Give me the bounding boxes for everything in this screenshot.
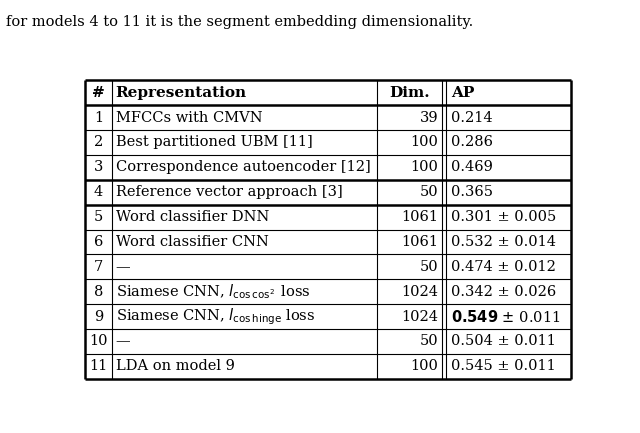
Text: 0.504 ± 0.011: 0.504 ± 0.011 (451, 334, 556, 349)
Text: 0.469: 0.469 (451, 160, 493, 174)
Text: Siamese CNN, $l_{\cos\cos^2}$ loss: Siamese CNN, $l_{\cos\cos^2}$ loss (116, 282, 310, 301)
Text: 39: 39 (420, 110, 438, 125)
Text: 0.365: 0.365 (451, 185, 493, 199)
Text: 1061: 1061 (401, 210, 438, 224)
Text: —: — (116, 334, 131, 349)
Text: 6: 6 (93, 235, 103, 249)
Text: 1: 1 (94, 110, 103, 125)
Text: 100: 100 (410, 160, 438, 174)
Text: 100: 100 (410, 136, 438, 149)
Text: 50: 50 (420, 185, 438, 199)
Text: Word classifier DNN: Word classifier DNN (116, 210, 269, 224)
Text: 1024: 1024 (401, 284, 438, 299)
Text: Best partitioned UBM [11]: Best partitioned UBM [11] (116, 136, 312, 149)
Text: 0.474 ± 0.012: 0.474 ± 0.012 (451, 260, 556, 274)
Text: 0.214: 0.214 (451, 110, 492, 125)
Text: —: — (116, 260, 131, 274)
Text: Correspondence autoencoder [12]: Correspondence autoencoder [12] (116, 160, 371, 174)
Text: 8: 8 (93, 284, 103, 299)
Text: Representation: Representation (116, 86, 247, 100)
Text: 10: 10 (89, 334, 108, 349)
Text: Word classifier CNN: Word classifier CNN (116, 235, 269, 249)
Text: 4: 4 (93, 185, 103, 199)
Text: 2: 2 (93, 136, 103, 149)
Text: 0.532 ± 0.014: 0.532 ± 0.014 (451, 235, 556, 249)
Text: 1061: 1061 (401, 235, 438, 249)
Text: 0.545 ± 0.011: 0.545 ± 0.011 (451, 359, 556, 373)
Text: 9: 9 (93, 310, 103, 323)
Text: $\mathbf{0.549}$ $\pm$ 0.011: $\mathbf{0.549}$ $\pm$ 0.011 (451, 309, 560, 325)
Text: MFCCs with CMVN: MFCCs with CMVN (116, 110, 262, 125)
Text: AP: AP (451, 86, 474, 100)
Text: #: # (92, 86, 105, 100)
Text: Siamese CNN, $l_{\cos\mathrm{hinge}}$ loss: Siamese CNN, $l_{\cos\mathrm{hinge}}$ lo… (116, 306, 315, 327)
Text: 7: 7 (93, 260, 103, 274)
Text: 1024: 1024 (401, 310, 438, 323)
Text: Dim.: Dim. (389, 86, 429, 100)
Text: 100: 100 (410, 359, 438, 373)
Text: for models 4 to 11 it is the segment embedding dimensionality.: for models 4 to 11 it is the segment emb… (6, 15, 474, 29)
Text: 50: 50 (420, 334, 438, 349)
Text: 11: 11 (89, 359, 108, 373)
Text: 0.301 ± 0.005: 0.301 ± 0.005 (451, 210, 556, 224)
Text: 0.286: 0.286 (451, 136, 493, 149)
Text: Reference vector approach [3]: Reference vector approach [3] (116, 185, 342, 199)
Text: 5: 5 (93, 210, 103, 224)
Text: 0.342 ± 0.026: 0.342 ± 0.026 (451, 284, 556, 299)
Text: LDA on model 9: LDA on model 9 (116, 359, 234, 373)
Text: 3: 3 (93, 160, 103, 174)
Text: 50: 50 (420, 260, 438, 274)
